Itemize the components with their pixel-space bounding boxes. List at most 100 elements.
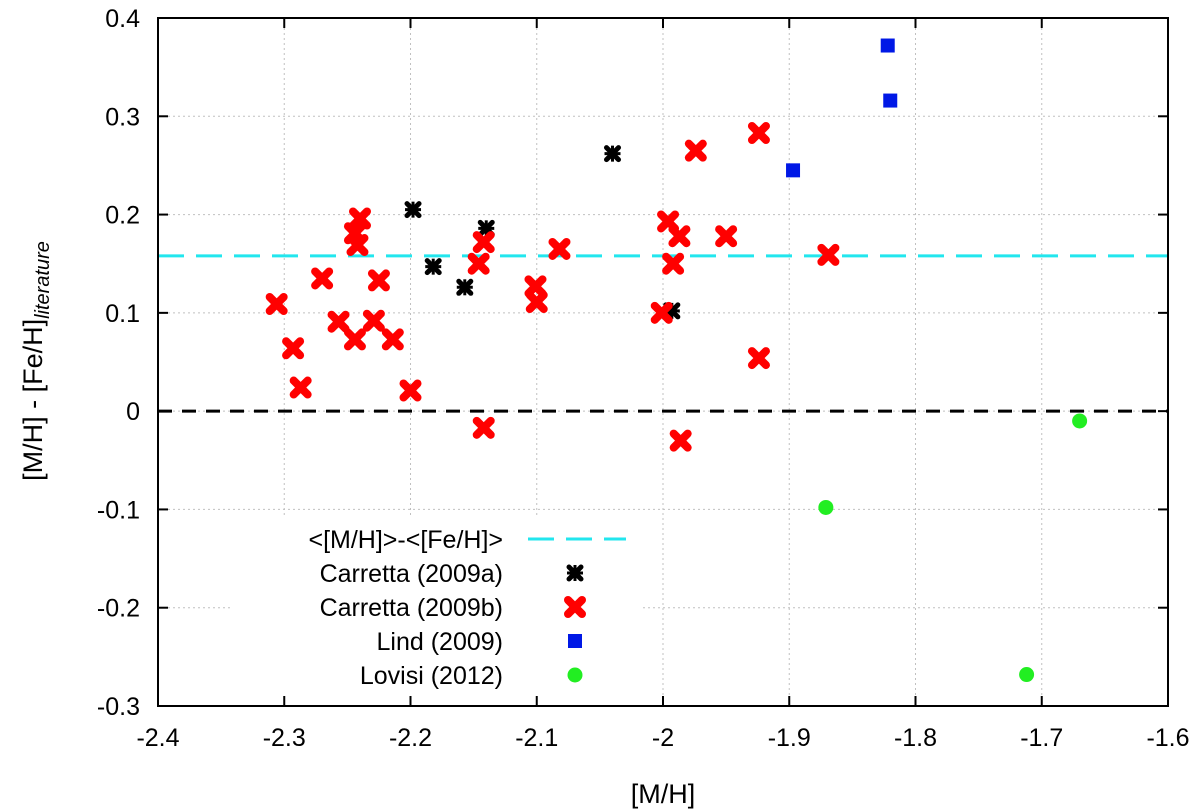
point-carretta-2009b bbox=[472, 231, 495, 254]
point-carretta-2009a bbox=[404, 201, 422, 219]
legend: <[M/H]>-<[Fe/H]> Carretta (2009a) Carretta… bbox=[232, 518, 642, 696]
x-tick-label: -2.3 bbox=[263, 724, 306, 752]
point-carretta-2009b bbox=[524, 275, 547, 298]
point-carretta-2009b bbox=[349, 207, 371, 230]
x-marker-stroke bbox=[467, 252, 490, 275]
point-carretta-2009a bbox=[424, 258, 442, 276]
x-marker-stroke bbox=[715, 225, 738, 248]
point-carretta-2009b bbox=[669, 429, 692, 452]
x-marker-stroke bbox=[265, 293, 288, 316]
point-lind-2009 bbox=[883, 93, 898, 108]
x-marker-stroke bbox=[548, 237, 571, 260]
x-marker-stroke bbox=[747, 347, 770, 370]
x-marker-stroke bbox=[289, 376, 312, 399]
point-carretta-2009b bbox=[472, 416, 495, 439]
x-tick-label: -1.6 bbox=[1146, 724, 1189, 752]
x-tick-label: -1.9 bbox=[768, 724, 811, 752]
x-marker-stroke bbox=[346, 234, 369, 257]
point-carretta-2009b bbox=[282, 337, 305, 360]
legend-label: Carretta (2009a) bbox=[320, 560, 503, 588]
data-points bbox=[265, 38, 1088, 683]
y-tick-label: -0.2 bbox=[97, 595, 140, 623]
x-tick-label: -2.4 bbox=[136, 724, 179, 752]
x-tick-label: -2.1 bbox=[515, 724, 558, 752]
point-carretta-2009b bbox=[467, 252, 490, 275]
x-marker-stroke bbox=[327, 310, 350, 333]
y-axis-title: [M/H] - [Fe/H]literature bbox=[18, 241, 54, 481]
point-carretta-2009b bbox=[747, 121, 770, 144]
x-tick-label: -2 bbox=[652, 724, 674, 752]
y-tick-label: 0.4 bbox=[105, 5, 140, 33]
point-carretta-2009b bbox=[525, 291, 548, 314]
x-marker-stroke bbox=[362, 309, 385, 332]
x-marker-stroke bbox=[657, 210, 680, 233]
x-marker-stroke bbox=[669, 429, 692, 452]
y-tick-label: 0.2 bbox=[105, 202, 140, 230]
x-marker-stroke bbox=[524, 275, 547, 298]
point-carretta-2009b bbox=[327, 310, 350, 333]
y-axis-title-main: [M/H] - [Fe/H] bbox=[18, 319, 48, 481]
x-marker-stroke bbox=[472, 231, 495, 254]
x-marker-stroke bbox=[564, 596, 586, 618]
point-carretta-2009b bbox=[548, 237, 571, 260]
point-carretta-2009b bbox=[343, 328, 366, 351]
x-marker-stroke bbox=[343, 328, 366, 351]
legend-marker-swatch bbox=[567, 667, 583, 683]
point-carretta-2009b bbox=[289, 376, 312, 399]
point-carretta-2009a bbox=[604, 145, 621, 163]
point-carretta-2009b bbox=[381, 328, 404, 351]
point-carretta-2009b bbox=[265, 293, 288, 316]
x-marker-stroke bbox=[747, 121, 770, 144]
point-lovisi-2012 bbox=[1019, 667, 1035, 683]
x-tick-label: -2.2 bbox=[389, 724, 432, 752]
point-carretta-2009a bbox=[456, 278, 474, 296]
axis-ticks: -2.4 -2.3 -2.2 -2.1 -2 -1.9 -1.8 -1.7 -1.6 -0.3 -0… bbox=[97, 5, 1190, 752]
x-marker-stroke bbox=[311, 267, 334, 290]
point-carretta-2009b bbox=[650, 301, 673, 324]
x-marker-stroke bbox=[381, 328, 404, 351]
legend-label: Lind (2009) bbox=[377, 628, 503, 656]
x-marker-stroke bbox=[399, 379, 422, 402]
x-marker-stroke bbox=[817, 243, 840, 266]
legend-marker-swatch bbox=[564, 596, 586, 618]
point-carretta-2009b bbox=[362, 309, 385, 332]
point-carretta-2009b bbox=[817, 243, 840, 266]
point-lind-2009 bbox=[880, 38, 895, 53]
x-marker-stroke bbox=[367, 269, 390, 292]
y-axis-title-subscript: literature bbox=[32, 241, 54, 319]
point-carretta-2009b bbox=[668, 225, 691, 248]
y-tick-label: 0.3 bbox=[105, 103, 140, 131]
point-lovisi-2012 bbox=[818, 499, 834, 515]
x-tick-label: -1.8 bbox=[894, 724, 937, 752]
x-marker-stroke bbox=[668, 225, 691, 248]
x-axis-title: [M/H] bbox=[631, 779, 696, 809]
y-tick-label: -0.3 bbox=[97, 693, 140, 721]
y-tick-label: 0.1 bbox=[105, 300, 140, 328]
point-carretta-2009b bbox=[715, 225, 738, 248]
legend-marker-swatch bbox=[566, 564, 584, 582]
x-marker-stroke bbox=[684, 139, 707, 162]
y-tick-label: 0 bbox=[126, 398, 140, 426]
x-marker-stroke bbox=[349, 207, 371, 230]
point-carretta-2009b bbox=[346, 234, 369, 257]
legend-label: <[M/H]>-<[Fe/H]> bbox=[308, 526, 503, 554]
legend-label: Lovisi (2012) bbox=[360, 662, 503, 690]
point-carretta-2009b bbox=[399, 379, 422, 402]
legend-marker-swatch bbox=[568, 634, 582, 648]
point-carretta-2009b bbox=[684, 139, 707, 162]
point-carretta-2009b bbox=[662, 252, 685, 275]
x-marker-stroke bbox=[525, 291, 548, 314]
x-marker-stroke bbox=[472, 416, 495, 439]
y-tick-label: -0.1 bbox=[97, 496, 140, 524]
x-tick-label: -1.7 bbox=[1020, 724, 1063, 752]
point-lovisi-2012 bbox=[1072, 413, 1088, 429]
point-lind-2009 bbox=[786, 163, 801, 178]
point-carretta-2009b bbox=[747, 347, 770, 370]
legend-label: Carretta (2009b) bbox=[320, 594, 503, 622]
x-marker-stroke bbox=[662, 252, 685, 275]
point-carretta-2009b bbox=[311, 267, 334, 290]
x-marker-stroke bbox=[650, 301, 673, 324]
x-marker-stroke bbox=[282, 337, 305, 360]
point-carretta-2009b bbox=[367, 269, 390, 292]
